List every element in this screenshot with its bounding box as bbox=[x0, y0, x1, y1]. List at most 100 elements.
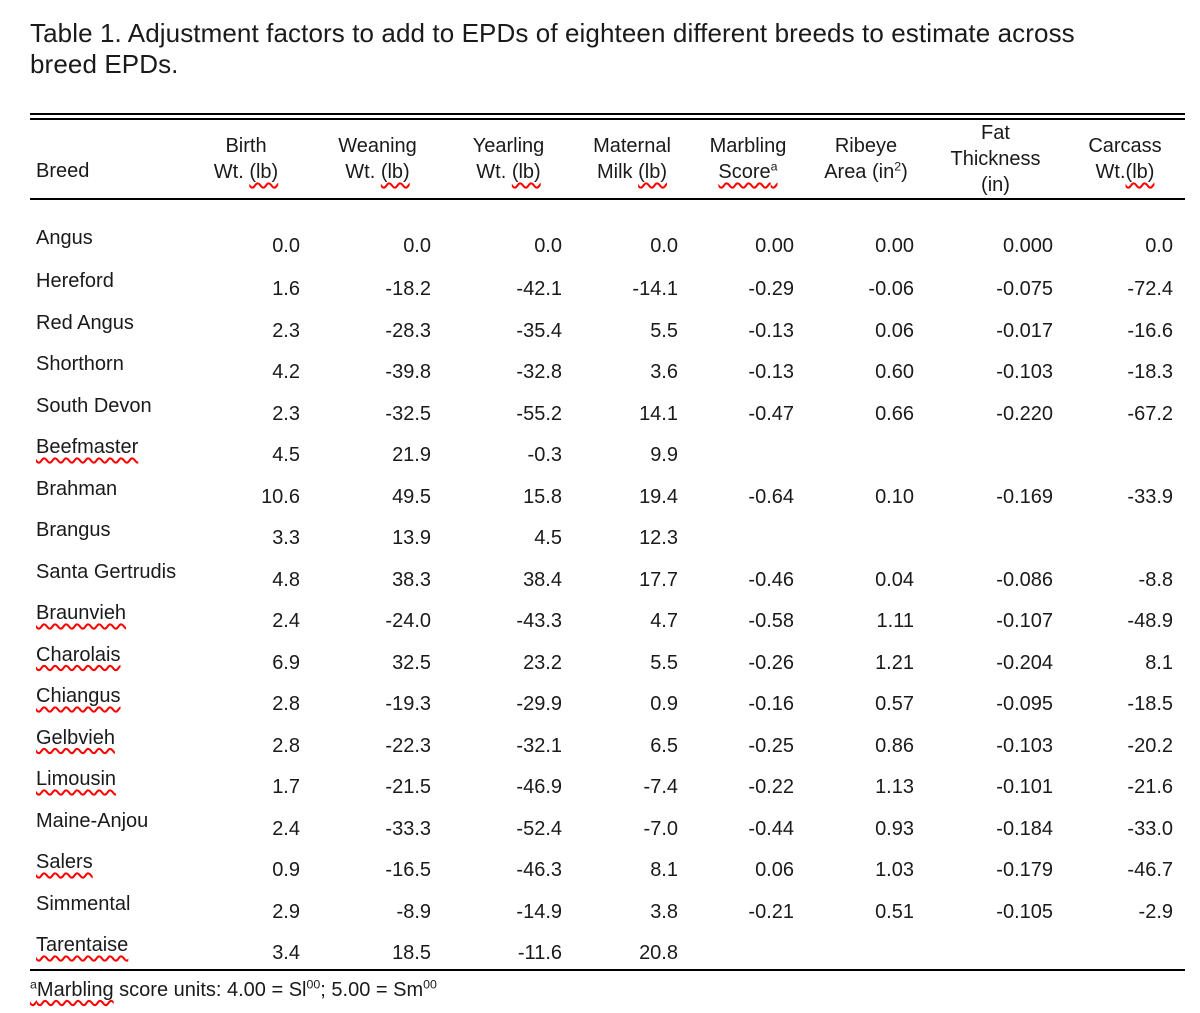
value-cell: 3.6 bbox=[650, 361, 678, 383]
value-cell: 0.60 bbox=[875, 361, 914, 383]
value-cell: 18.5 bbox=[392, 942, 431, 964]
header-line: Wt. (lb) bbox=[476, 161, 541, 183]
value-cell: 19.4 bbox=[639, 485, 678, 508]
breed-cell: Braunvieh bbox=[30, 596, 180, 638]
table-row: Brahman 10.6 49.5 15.8 19.4 -0.64 0.10 -0.169 -3… bbox=[30, 472, 1185, 514]
value-cell: -0.103 bbox=[996, 361, 1053, 383]
header-line: Marbling bbox=[709, 135, 787, 157]
value-cell: -0.44 bbox=[748, 817, 794, 840]
breed-cell: Simmental bbox=[36, 892, 131, 915]
value-cell: -0.179 bbox=[996, 859, 1053, 881]
table-row: Angus 0.0 0.0 0.0 0.0 0.00 0.00 0.000 0.0 bbox=[30, 199, 1185, 264]
value-cell bbox=[926, 430, 1065, 472]
breed-cell: Hereford bbox=[36, 270, 114, 292]
table-row: Maine-Anjou 2.4 -33.3 -52.4 -7.0 -0.44 0.93 -0.… bbox=[30, 804, 1185, 846]
value-cell: -0.16 bbox=[748, 693, 794, 715]
value-cell: -0.21 bbox=[748, 900, 794, 923]
value-cell: -22.3 bbox=[385, 734, 431, 757]
value-cell: 1.6 bbox=[272, 278, 300, 300]
header-line: Scorea bbox=[692, 159, 804, 185]
value-cell: -0.25 bbox=[748, 734, 794, 757]
value-cell: 3.3 bbox=[272, 527, 300, 549]
value-cell: -28.3 bbox=[385, 319, 431, 342]
breed-cell: Red Angus bbox=[36, 311, 134, 334]
value-cell: -67.2 bbox=[1127, 402, 1173, 425]
value-cell: 0.0 bbox=[650, 235, 678, 257]
header-line: Weaning bbox=[338, 135, 417, 157]
value-cell: -0.101 bbox=[996, 776, 1053, 798]
header-line: Carcass bbox=[1088, 135, 1162, 157]
value-cell: 38.3 bbox=[392, 568, 431, 591]
value-cell: -0.47 bbox=[748, 402, 794, 425]
value-cell: 13.9 bbox=[392, 527, 431, 549]
breed-cell: Santa Gertrudis bbox=[36, 560, 177, 583]
value-cell bbox=[690, 430, 806, 472]
value-cell: 3.8 bbox=[650, 900, 678, 923]
column-header-maternal-milk: Maternal Milk (lb) bbox=[574, 116, 690, 200]
header-line: Wt.(lb) bbox=[1095, 161, 1155, 183]
value-cell: -21.6 bbox=[1127, 776, 1173, 798]
breed-cell: Gelbvieh bbox=[30, 721, 180, 763]
value-cell bbox=[806, 430, 926, 472]
value-cell: 0.000 bbox=[1002, 235, 1053, 257]
value-cell: -0.13 bbox=[748, 361, 794, 383]
column-header-ribeye-area: Ribeye Area (in2) bbox=[806, 116, 926, 200]
table-row: Shorthorn 4.2 -39.8 -32.8 3.6 -0.13 0.60 -0.103… bbox=[30, 347, 1185, 389]
value-cell: 6.5 bbox=[650, 734, 678, 757]
header-line: Area (in2) bbox=[824, 159, 908, 183]
value-cell: 3.4 bbox=[272, 942, 300, 964]
value-cell: 0.06 bbox=[875, 319, 914, 342]
value-cell: -42.1 bbox=[516, 278, 562, 300]
value-cell: -0.169 bbox=[996, 485, 1053, 508]
value-cell: -0.086 bbox=[996, 568, 1053, 591]
misspelled-text: Gelbvieh bbox=[36, 726, 115, 749]
value-cell: -72.4 bbox=[1127, 278, 1173, 300]
misspelled-text: (lb) bbox=[638, 161, 667, 183]
value-cell: 9.9 bbox=[650, 444, 678, 466]
value-cell: -24.0 bbox=[385, 610, 431, 632]
table-row: Limousin 1.7 -21.5 -46.9 -7.4 -0.22 1.13 -0.101… bbox=[30, 762, 1185, 804]
value-cell: 12.3 bbox=[639, 527, 678, 549]
header-line: Wt. (lb) bbox=[345, 161, 410, 183]
value-cell bbox=[690, 928, 806, 970]
misspelled-text: aMarbling bbox=[30, 976, 114, 1001]
header-line: Breed bbox=[36, 160, 90, 182]
value-cell: 4.7 bbox=[650, 610, 678, 632]
value-cell: -16.5 bbox=[385, 859, 431, 881]
misspelled-text: Charolais bbox=[36, 643, 121, 666]
header-line: Birth bbox=[225, 135, 267, 157]
value-cell: -20.2 bbox=[1127, 734, 1173, 757]
value-cell: -0.095 bbox=[996, 693, 1053, 715]
column-header-weaning-wt: Weaning Wt. (lb) bbox=[312, 116, 443, 200]
value-cell: -0.22 bbox=[748, 776, 794, 798]
misspelled-text: Scorea bbox=[718, 159, 778, 183]
table-row: Hereford 1.6 -18.2 -42.1 -14.1 -0.29 -0.06 -0.0… bbox=[30, 264, 1185, 306]
header-line: Fat bbox=[981, 122, 1010, 144]
breed-cell: South Devon bbox=[36, 394, 152, 417]
value-cell: -11.6 bbox=[517, 942, 562, 964]
value-cell: 2.8 bbox=[272, 693, 300, 715]
value-cell: 2.8 bbox=[272, 734, 300, 757]
value-cell: -32.5 bbox=[385, 402, 431, 425]
value-cell: -48.9 bbox=[1127, 610, 1173, 632]
value-cell: 8.1 bbox=[650, 859, 678, 881]
breed-cell: Salers bbox=[30, 845, 180, 887]
value-cell: 0.04 bbox=[875, 568, 914, 591]
value-cell: -0.105 bbox=[996, 900, 1053, 923]
value-cell: -18.2 bbox=[385, 278, 431, 300]
value-cell: -19.3 bbox=[385, 693, 431, 715]
value-cell: -35.4 bbox=[516, 319, 562, 342]
value-cell: -0.29 bbox=[748, 278, 794, 300]
value-cell: 10.6 bbox=[261, 485, 300, 508]
header-line: Thickness bbox=[950, 148, 1041, 170]
value-cell: 23.2 bbox=[523, 651, 562, 674]
value-cell: -46.9 bbox=[516, 776, 562, 798]
value-cell: -0.103 bbox=[996, 734, 1053, 757]
value-cell: -32.1 bbox=[516, 734, 562, 757]
value-cell: -14.9 bbox=[516, 900, 562, 923]
value-cell: 0.06 bbox=[755, 859, 794, 881]
value-cell: 38.4 bbox=[523, 568, 562, 591]
value-cell: -0.13 bbox=[748, 319, 794, 342]
value-cell: -7.0 bbox=[643, 817, 678, 840]
